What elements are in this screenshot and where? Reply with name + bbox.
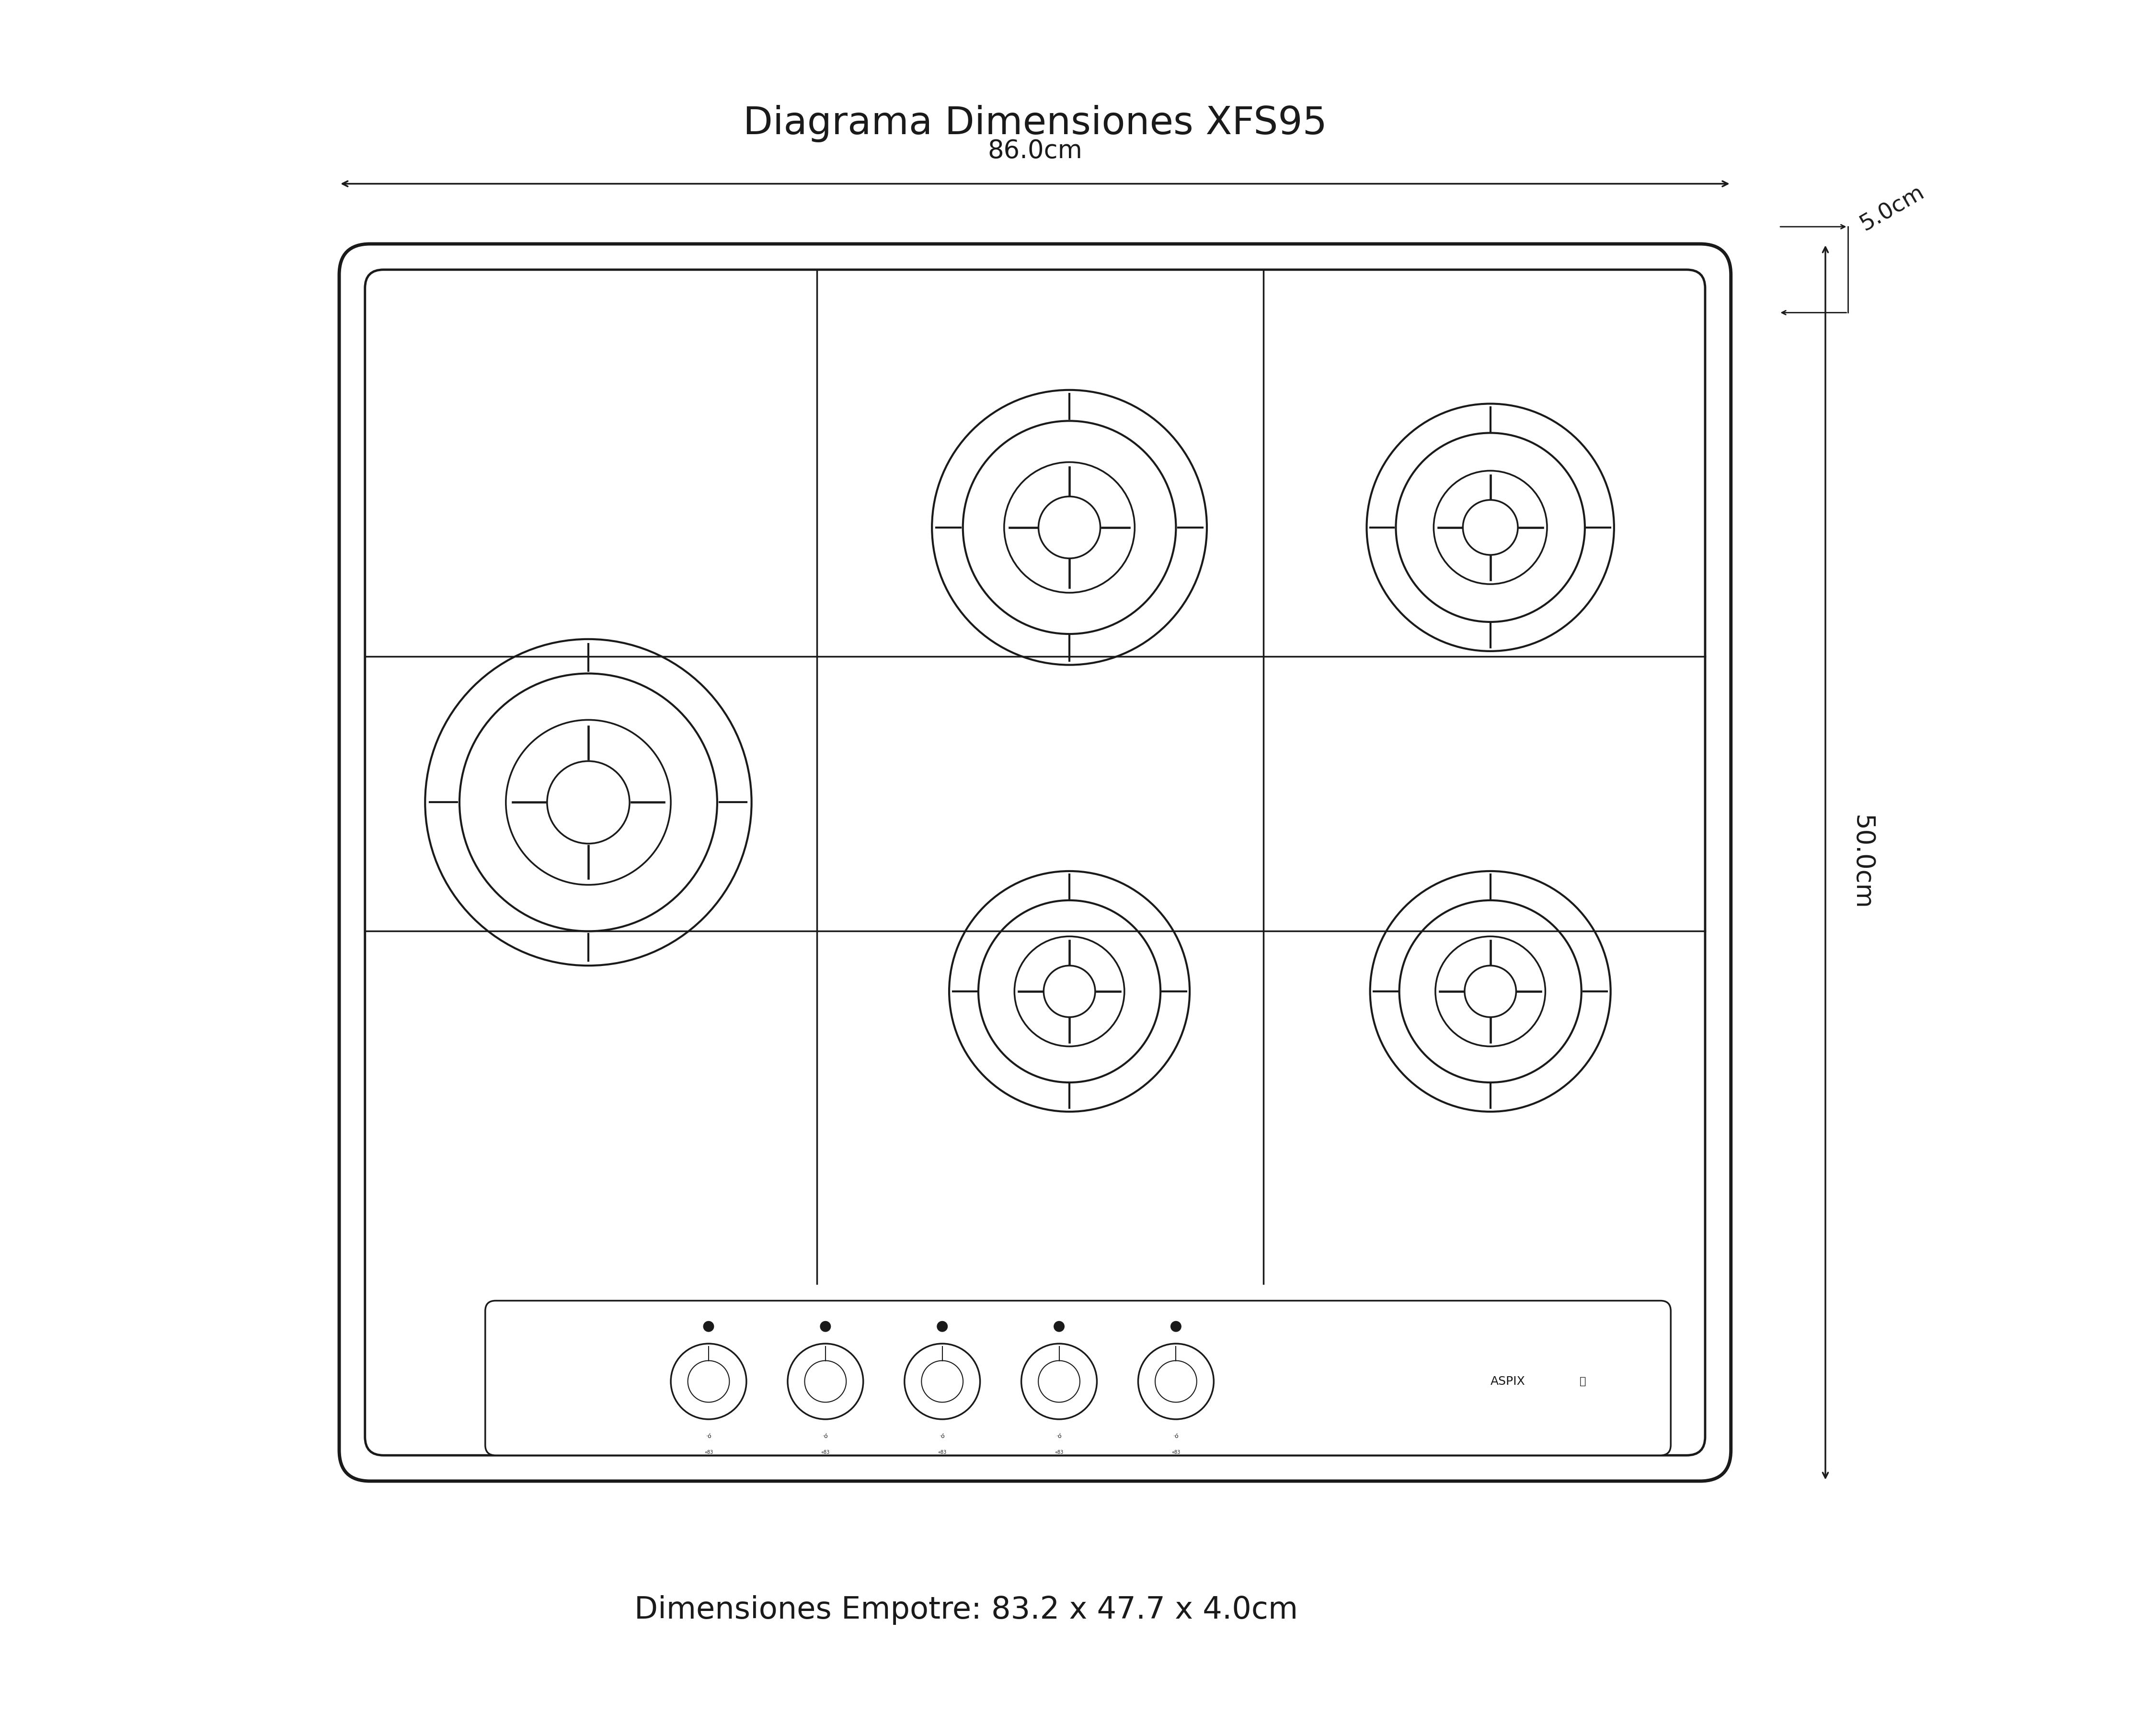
Text: «83: «83 [1054, 1451, 1063, 1454]
Circle shape [906, 1344, 981, 1420]
Circle shape [1138, 1344, 1214, 1420]
Circle shape [787, 1344, 862, 1420]
Text: «83: «83 [705, 1451, 714, 1454]
Text: ·ó: ·ó [1056, 1433, 1063, 1439]
Circle shape [938, 1321, 946, 1332]
Text: ·ó: ·ó [1173, 1433, 1179, 1439]
Circle shape [1171, 1321, 1181, 1332]
Text: ASPIX: ASPIX [1490, 1377, 1524, 1387]
Circle shape [1039, 497, 1100, 559]
Circle shape [703, 1321, 714, 1332]
Text: 5.0cm: 5.0cm [1856, 181, 1927, 235]
Circle shape [1464, 966, 1516, 1018]
Text: «83: «83 [1171, 1451, 1179, 1454]
Text: «83: «83 [938, 1451, 946, 1454]
FancyBboxPatch shape [338, 243, 1731, 1482]
Circle shape [1054, 1321, 1065, 1332]
Text: ·ó: ·ó [824, 1433, 828, 1439]
Circle shape [1022, 1344, 1097, 1420]
Circle shape [1044, 966, 1095, 1018]
Text: ·ó: ·ó [940, 1433, 944, 1439]
Circle shape [819, 1321, 830, 1332]
Circle shape [548, 761, 630, 844]
Text: ·ó: ·ó [705, 1433, 711, 1439]
Text: ⏻: ⏻ [1580, 1377, 1587, 1387]
Circle shape [671, 1344, 746, 1420]
Text: «83: «83 [821, 1451, 830, 1454]
Text: 86.0cm: 86.0cm [987, 138, 1082, 164]
FancyBboxPatch shape [485, 1301, 1671, 1456]
Text: 50.0cm: 50.0cm [1850, 816, 1874, 909]
Text: Diagrama Dimensiones XFS95: Diagrama Dimensiones XFS95 [744, 105, 1328, 141]
Circle shape [1464, 500, 1518, 555]
Text: Dimensiones Empotre: 83.2 x 47.7 x 4.0cm: Dimensiones Empotre: 83.2 x 47.7 x 4.0cm [634, 1596, 1298, 1625]
